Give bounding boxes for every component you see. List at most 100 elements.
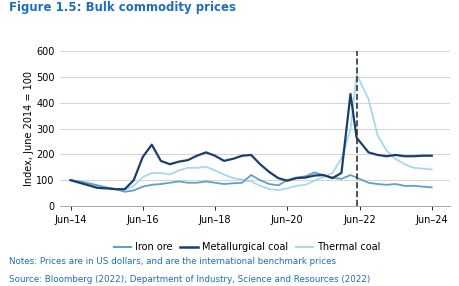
Thermal coal <box>77 180 82 183</box>
Iron ore <box>140 185 146 188</box>
Iron ore <box>339 177 344 181</box>
Thermal coal <box>248 180 254 183</box>
Iron ore <box>393 182 398 186</box>
Iron ore <box>212 181 218 184</box>
Thermal coal <box>354 73 359 76</box>
Iron ore <box>248 173 254 177</box>
Metallurgical coal <box>275 176 281 180</box>
Thermal coal <box>420 167 425 170</box>
Iron ore <box>257 178 263 182</box>
Iron ore <box>384 183 389 186</box>
Iron ore <box>158 182 163 186</box>
Metallurgical coal <box>122 188 128 191</box>
Metallurgical coal <box>95 186 101 190</box>
Iron ore <box>411 184 416 188</box>
Thermal coal <box>339 156 344 160</box>
Metallurgical coal <box>393 153 398 157</box>
Thermal coal <box>302 183 308 186</box>
Thermal coal <box>131 184 136 188</box>
Thermal coal <box>321 175 326 179</box>
Iron ore <box>194 181 200 184</box>
Metallurgical coal <box>354 136 359 140</box>
Iron ore <box>95 184 101 187</box>
Line: Metallurgical coal: Metallurgical coal <box>71 94 432 189</box>
Iron ore <box>375 182 381 186</box>
Metallurgical coal <box>221 159 227 162</box>
Thermal coal <box>330 171 335 175</box>
Thermal coal <box>257 184 263 188</box>
Thermal coal <box>140 175 146 179</box>
Iron ore <box>321 173 326 177</box>
Thermal coal <box>411 166 416 170</box>
Metallurgical coal <box>366 151 371 154</box>
Iron ore <box>285 178 290 182</box>
Thermal coal <box>402 162 408 166</box>
Thermal coal <box>86 182 91 185</box>
Metallurgical coal <box>230 157 236 160</box>
Metallurgical coal <box>68 178 73 182</box>
Metallurgical coal <box>266 170 272 174</box>
Iron ore <box>122 190 128 193</box>
Thermal coal <box>221 173 227 176</box>
Y-axis label: Index, June 2014 = 100: Index, June 2014 = 100 <box>23 71 34 186</box>
Thermal coal <box>294 184 299 188</box>
Metallurgical coal <box>167 162 173 166</box>
Thermal coal <box>176 169 182 172</box>
Iron ore <box>149 183 155 186</box>
Thermal coal <box>95 184 101 188</box>
Iron ore <box>275 184 281 187</box>
Iron ore <box>68 178 73 182</box>
Metallurgical coal <box>140 155 146 159</box>
Metallurgical coal <box>302 176 308 179</box>
Metallurgical coal <box>185 158 190 162</box>
Metallurgical coal <box>77 181 82 184</box>
Metallurgical coal <box>203 151 209 154</box>
Iron ore <box>77 180 82 183</box>
Metallurgical coal <box>384 154 389 158</box>
Metallurgical coal <box>212 154 218 157</box>
Metallurgical coal <box>248 153 254 157</box>
Metallurgical coal <box>239 154 245 157</box>
Iron ore <box>167 181 173 184</box>
Iron ore <box>185 181 190 184</box>
Iron ore <box>104 186 109 189</box>
Metallurgical coal <box>420 154 425 157</box>
Metallurgical coal <box>294 176 299 180</box>
Thermal coal <box>366 97 371 101</box>
Metallurgical coal <box>176 160 182 163</box>
Thermal coal <box>375 133 381 137</box>
Metallurgical coal <box>113 188 118 191</box>
Metallurgical coal <box>348 92 353 96</box>
Iron ore <box>113 188 118 191</box>
Line: Thermal coal: Thermal coal <box>71 75 432 190</box>
Metallurgical coal <box>402 154 408 158</box>
Line: Iron ore: Iron ore <box>71 172 432 192</box>
Iron ore <box>86 182 91 185</box>
Iron ore <box>348 173 353 177</box>
Metallurgical coal <box>411 154 416 158</box>
Thermal coal <box>384 149 389 152</box>
Thermal coal <box>285 187 290 190</box>
Thermal coal <box>104 186 109 190</box>
Iron ore <box>203 180 209 183</box>
Thermal coal <box>203 165 209 168</box>
Metallurgical coal <box>330 176 335 180</box>
Iron ore <box>312 171 317 174</box>
Metallurgical coal <box>194 154 200 157</box>
Thermal coal <box>312 179 317 182</box>
Thermal coal <box>239 178 245 181</box>
Legend: Iron ore, Metallurgical coal, Thermal coal: Iron ore, Metallurgical coal, Thermal co… <box>110 239 384 256</box>
Thermal coal <box>149 171 155 175</box>
Metallurgical coal <box>257 162 263 166</box>
Metallurgical coal <box>158 159 163 162</box>
Thermal coal <box>393 157 398 161</box>
Iron ore <box>230 182 236 185</box>
Text: Figure 1.5: Bulk commodity prices: Figure 1.5: Bulk commodity prices <box>9 1 236 14</box>
Iron ore <box>366 181 371 184</box>
Thermal coal <box>275 188 281 192</box>
Thermal coal <box>194 166 200 170</box>
Thermal coal <box>348 128 353 132</box>
Thermal coal <box>122 188 128 191</box>
Metallurgical coal <box>429 154 435 157</box>
Iron ore <box>420 185 425 188</box>
